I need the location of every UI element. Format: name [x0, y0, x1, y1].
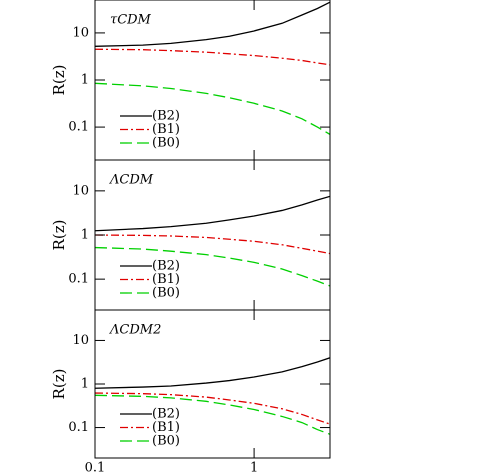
- data-line: [95, 1, 330, 47]
- y-tick-label: 1: [81, 73, 89, 88]
- y-tick-label: 0.1: [68, 120, 89, 135]
- legend-label: (B1): [152, 272, 180, 287]
- legend-label: (B2): [152, 109, 180, 124]
- legend-label: (B0): [152, 136, 180, 151]
- y-tick-label: 10: [72, 333, 89, 348]
- data-line: [95, 392, 330, 425]
- data-line: [95, 195, 330, 232]
- data-line: [95, 357, 330, 389]
- y-tick-label: 0.1: [68, 420, 89, 435]
- panel-label: ΛCDM: [109, 173, 154, 188]
- data-line: [95, 48, 330, 66]
- legend-label: (B2): [152, 259, 180, 274]
- data-line: [95, 246, 330, 287]
- panel-label: τCDM: [110, 13, 152, 28]
- legend-label: (B2): [152, 407, 180, 422]
- panel-label: ΛCDM2: [109, 323, 161, 338]
- y-tick-label: 10: [72, 183, 89, 198]
- y-axis-label: R(z): [50, 369, 68, 400]
- data-line: [95, 234, 330, 255]
- y-axis-label: R(z): [50, 65, 68, 96]
- legend-label: (B1): [152, 420, 180, 435]
- legend-label: (B0): [152, 286, 180, 301]
- data-line: [95, 394, 330, 435]
- y-tick-label: 10: [72, 25, 89, 40]
- data-line: [95, 82, 330, 135]
- y-axis-label: R(z): [50, 220, 68, 251]
- legend-label: (B1): [152, 122, 180, 137]
- y-tick-label: 1: [81, 228, 89, 243]
- legend-label: (B0): [152, 434, 180, 449]
- y-tick-label: 1: [81, 377, 89, 392]
- x-tick-label: 1: [250, 461, 258, 473]
- x-tick-label: 0.1: [85, 461, 106, 473]
- y-tick-label: 0.1: [68, 272, 89, 287]
